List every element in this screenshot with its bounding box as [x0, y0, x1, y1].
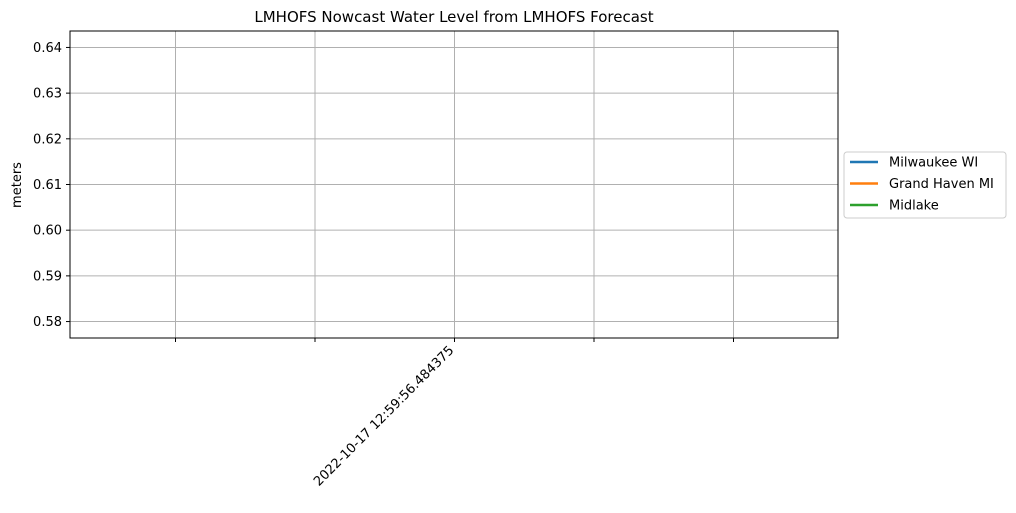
y-axis-label: meters — [10, 162, 25, 208]
legend-entry: Grand Haven MI — [889, 177, 994, 192]
chart-title: LMHOFS Nowcast Water Level from LMHOFS F… — [254, 8, 653, 26]
y-tick-label: 0.61 — [33, 178, 62, 193]
x-axis: 2022-10-17 12:59:56.484375 — [175, 338, 734, 489]
y-tick-label: 0.60 — [33, 224, 62, 239]
y-tick-label: 0.58 — [33, 315, 62, 330]
y-tick-label: 0.59 — [33, 269, 62, 284]
legend-entry: Midlake — [889, 199, 939, 214]
legend-entry: Milwaukee WI — [889, 156, 978, 171]
x-tick-label: 2022-10-17 12:59:56.484375 — [311, 343, 457, 489]
legend: Milwaukee WI Grand Haven MI Midlake — [843, 151, 1007, 219]
y-tick-label: 0.62 — [33, 132, 62, 147]
grid — [70, 31, 838, 338]
legend-frame — [843, 151, 1007, 219]
y-axis: 0.58 0.59 0.60 0.61 0.62 0.63 0.64 — [33, 41, 70, 330]
y-tick-label: 0.63 — [33, 87, 62, 102]
y-tick-label: 0.64 — [33, 41, 62, 56]
